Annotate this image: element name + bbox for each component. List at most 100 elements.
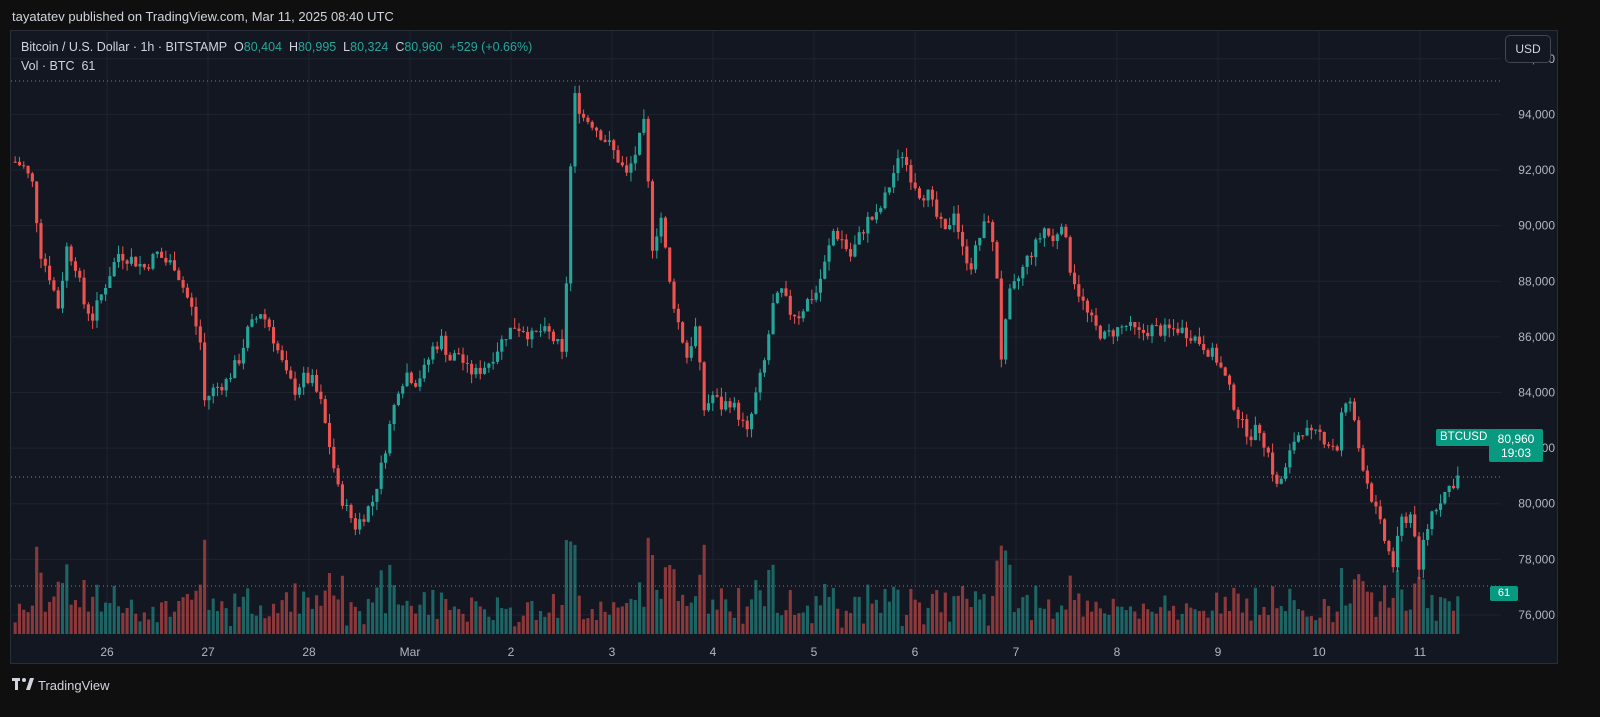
- candle-body: [297, 387, 301, 395]
- volume-bar: [349, 602, 353, 634]
- symbol-title: Bitcoin / U.S. Dollar · 1h · BITSTAMP: [21, 40, 228, 54]
- volume-bar: [65, 564, 69, 634]
- candle-body: [1081, 296, 1085, 301]
- candle-body: [1047, 228, 1051, 236]
- volume-bar: [650, 555, 655, 634]
- volume-bar: [461, 613, 465, 634]
- candle-body: [246, 326, 250, 348]
- volume-bar: [1258, 614, 1262, 634]
- volume-bar: [681, 594, 685, 634]
- volume-bar: [1245, 598, 1249, 634]
- volume-bar: [551, 593, 556, 634]
- volume-bar: [203, 539, 207, 634]
- candle-body: [767, 334, 771, 361]
- volume-bar: [1223, 596, 1227, 634]
- candle-body: [844, 239, 848, 250]
- volume-bar: [43, 611, 47, 634]
- candle-body: [233, 360, 237, 379]
- candle-body: [599, 130, 603, 140]
- y-tick-label: 94,000: [1518, 107, 1555, 121]
- volume-bar: [1456, 596, 1460, 634]
- candle-body: [401, 386, 405, 394]
- bar-countdown: 19:03: [1500, 446, 1532, 460]
- volume-bar: [1133, 611, 1137, 634]
- candlestick-chart[interactable]: 76,00078,00080,00082,00084,00086,00088,0…: [11, 31, 1558, 664]
- candle-body: [13, 161, 17, 163]
- volume-bar: [39, 572, 43, 634]
- volume-bar: [134, 613, 138, 634]
- candle-body: [1421, 539, 1425, 570]
- volume-bar: [108, 603, 112, 634]
- volume-bar: [1189, 607, 1193, 634]
- footer-brand[interactable]: TradingView: [12, 677, 110, 693]
- volume-bar: [582, 619, 586, 634]
- candle-body: [698, 326, 702, 363]
- candle-body: [112, 261, 116, 277]
- candle-body: [633, 154, 637, 164]
- volume-bar: [220, 601, 224, 634]
- volume-bar: [474, 601, 478, 634]
- candle-body: [332, 447, 336, 469]
- candle-body: [530, 330, 534, 340]
- candle-body: [991, 222, 995, 243]
- volume-bar: [1279, 606, 1283, 634]
- volume-bar: [577, 595, 581, 634]
- volume-bar: [685, 606, 689, 634]
- candle-body: [457, 353, 461, 355]
- candle-body: [1133, 322, 1137, 328]
- candle-body: [728, 401, 732, 408]
- volume-bar: [99, 611, 103, 634]
- candle-body: [1309, 427, 1313, 431]
- volume-bar: [1447, 601, 1451, 634]
- volume-bar: [1193, 609, 1197, 634]
- volume-bar: [521, 615, 525, 634]
- volume-bar: [1327, 605, 1331, 634]
- volume-bar: [1288, 588, 1292, 634]
- candle-body: [1008, 288, 1012, 320]
- y-tick-label: 80,000: [1518, 497, 1555, 511]
- candle-body: [1038, 238, 1042, 240]
- candle-body: [302, 372, 306, 388]
- candle-body: [1361, 448, 1365, 471]
- volume-bar: [129, 599, 133, 634]
- volume-bar: [818, 605, 822, 634]
- volume-bar: [1370, 592, 1374, 634]
- currency-button[interactable]: USD: [1505, 35, 1551, 63]
- volume-bar: [1180, 613, 1184, 634]
- volume-bar: [732, 617, 736, 634]
- volume-bar: [827, 596, 831, 634]
- candle-body: [1111, 330, 1115, 337]
- volume-bar: [448, 609, 452, 634]
- volume-bar: [530, 600, 534, 634]
- candle-body: [801, 311, 805, 319]
- volume-bar: [1107, 614, 1111, 634]
- volume-bar: [358, 611, 362, 634]
- volume-bar: [1219, 613, 1223, 634]
- volume-bar: [758, 590, 762, 634]
- candle-body: [69, 246, 73, 262]
- open-label: O: [234, 40, 244, 54]
- candle-body: [685, 342, 689, 358]
- candle-body: [607, 140, 611, 142]
- candle-body: [840, 239, 844, 241]
- volume-bar: [1159, 607, 1163, 634]
- volume-bar: [762, 606, 767, 634]
- candle-body: [1064, 226, 1068, 238]
- volume-bar: [952, 596, 956, 634]
- candle-body: [784, 288, 788, 296]
- volume-bar: [73, 600, 77, 634]
- volume-bar: [1404, 610, 1408, 634]
- volume-bar: [198, 584, 202, 634]
- volume-bar: [999, 545, 1003, 634]
- candle-body: [1357, 420, 1361, 449]
- volume-bar: [1292, 600, 1296, 634]
- candle-body: [1193, 336, 1197, 341]
- candle-body: [900, 157, 904, 159]
- volume-bar: [948, 621, 952, 634]
- candle-body: [1124, 325, 1128, 327]
- volume-bar: [215, 611, 220, 634]
- candle-body: [810, 299, 814, 301]
- volume-bar: [1021, 597, 1025, 634]
- chart-panel[interactable]: 76,00078,00080,00082,00084,00086,00088,0…: [10, 30, 1558, 664]
- volume-bar: [866, 584, 870, 634]
